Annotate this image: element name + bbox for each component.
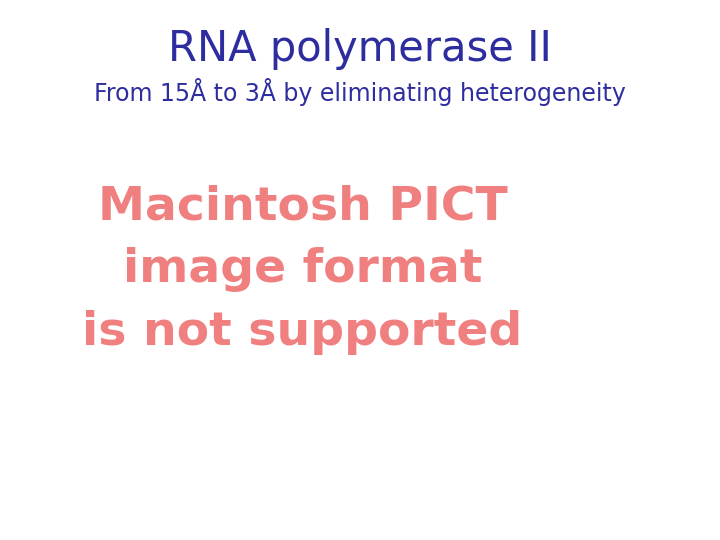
Text: From 15Å to 3Å by eliminating heterogeneity: From 15Å to 3Å by eliminating heterogene…	[94, 78, 626, 106]
Text: Macintosh PICT
image format
is not supported: Macintosh PICT image format is not suppo…	[82, 185, 523, 355]
Text: RNA polymerase II: RNA polymerase II	[168, 28, 552, 70]
